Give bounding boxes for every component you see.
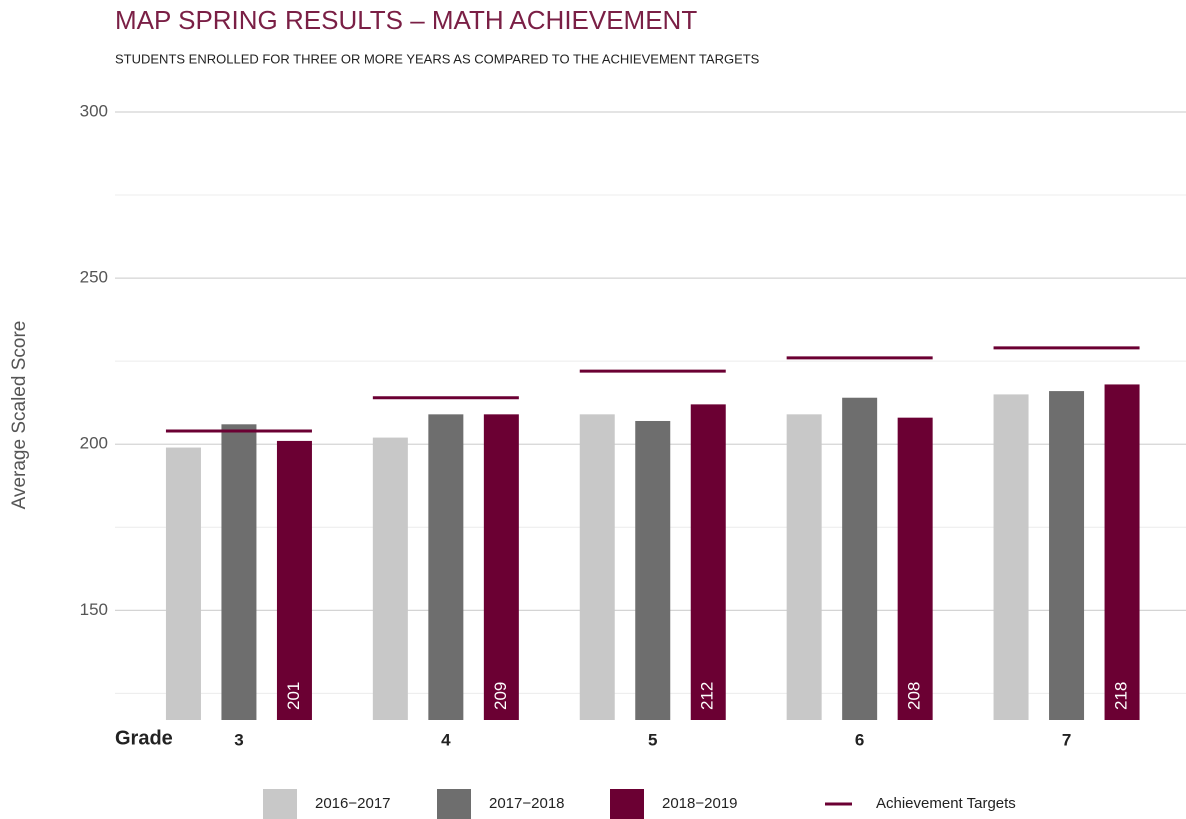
legend-swatch	[610, 789, 644, 819]
bar	[1104, 384, 1140, 720]
chart-subtitle: STUDENTS ENROLLED FOR THREE OR MORE YEAR…	[115, 51, 760, 66]
legend-label: 2018−2019	[662, 795, 738, 812]
y-tick-label: 200	[80, 434, 108, 453]
bar	[579, 414, 615, 720]
bar	[635, 420, 671, 720]
y-tick-label: 150	[80, 600, 108, 619]
legend-label: Achievement Targets	[876, 795, 1016, 812]
y-tick-label: 250	[80, 268, 108, 287]
x-axis-label: Grade	[115, 727, 173, 749]
bar	[993, 394, 1029, 720]
y-tick-label: 300	[80, 101, 108, 120]
x-tick-label: 5	[648, 730, 657, 749]
x-tick-label: 6	[855, 730, 864, 749]
bar	[221, 424, 257, 720]
bar	[372, 437, 408, 720]
bar	[165, 447, 201, 720]
legend-swatch	[437, 789, 471, 819]
data-label: 209	[491, 682, 510, 710]
legend-label: 2017−2018	[489, 795, 565, 812]
y-axis-label: Average Scaled Score	[9, 321, 30, 510]
legend-label: 2016−2017	[315, 795, 391, 812]
chart-title: MAP SPRING RESULTS – MATH ACHIEVEMENT	[115, 5, 697, 35]
bar	[1049, 391, 1085, 720]
data-label: 218	[1112, 682, 1131, 710]
x-tick-label: 7	[1062, 730, 1071, 749]
bar	[276, 440, 312, 720]
data-label: 208	[905, 682, 924, 710]
bar	[786, 414, 822, 720]
data-label: 212	[698, 682, 717, 710]
legend-swatch	[263, 789, 297, 819]
bar	[428, 414, 464, 720]
bar	[690, 404, 726, 720]
data-label: 201	[284, 682, 303, 710]
x-tick-label: 3	[234, 730, 243, 749]
bar	[483, 414, 519, 720]
bar	[897, 417, 933, 720]
x-tick-label: 4	[441, 730, 451, 749]
bar	[842, 397, 878, 720]
